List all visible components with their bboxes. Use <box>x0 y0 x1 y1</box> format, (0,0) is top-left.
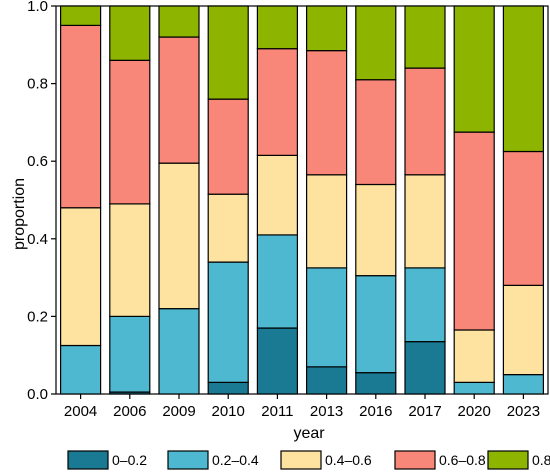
legend-label: 0.2–0.4 <box>212 452 259 468</box>
bar-2004-series-3 <box>59 207 102 347</box>
bar-2016-series-1 <box>355 372 397 395</box>
bar-2006-series-5 <box>109 5 151 61</box>
bar-2011-series-4 <box>256 48 298 156</box>
bar-2010-series-4 <box>207 98 249 195</box>
bar-2013-series-4 <box>306 50 348 176</box>
y-tick-label: 0.4 <box>27 231 48 248</box>
bar-2006-series-2 <box>109 315 151 393</box>
bar-2017-series-5 <box>404 5 446 69</box>
bar-2006-series-3 <box>109 203 151 318</box>
bar-2023-series-4 <box>502 150 544 286</box>
bar-2020-series-4 <box>453 131 495 331</box>
legend-label: 0.4–0.6 <box>325 452 372 468</box>
x-tick-label: 2011 <box>261 403 293 420</box>
bar-2020-series-3 <box>453 329 495 383</box>
y-tick-label: 0.0 <box>27 386 48 403</box>
legend-swatch <box>67 450 109 470</box>
legend-swatch <box>487 450 529 470</box>
bar-2010-series-1 <box>207 381 249 395</box>
bar-2013-series-5 <box>306 5 348 52</box>
bar-2009-series-5 <box>158 5 200 38</box>
x-tick-label: 2023 <box>507 403 540 420</box>
bar-2011-series-3 <box>256 154 298 236</box>
bar-2017-series-4 <box>404 67 446 176</box>
bar-2004-series-5 <box>59 5 102 26</box>
x-tick-label: 2016 <box>359 403 392 420</box>
y-tick-label: 1.0 <box>27 0 48 15</box>
bar-2023-series-3 <box>502 284 544 376</box>
bar-2016-series-5 <box>355 5 397 81</box>
bar-2011-series-5 <box>256 5 298 50</box>
legend-swatch <box>280 450 322 470</box>
bar-2011-series-1 <box>256 327 298 395</box>
y-axis: 0.0 0.2 0.4 0.6 0.8 1.0 <box>27 0 56 403</box>
bar-2009-series-3 <box>158 162 200 310</box>
bar-2010-series-3 <box>207 193 249 263</box>
y-tick-label: 0.6 <box>27 153 48 170</box>
bar-2010-series-5 <box>207 5 249 100</box>
bar-2013-series-3 <box>306 174 348 269</box>
bar-2004-series-2 <box>59 344 102 395</box>
bar-2009-series-2 <box>158 308 200 395</box>
plot-area <box>55 5 549 395</box>
legend-swatch <box>167 450 209 470</box>
x-tick-label: 2013 <box>310 403 343 420</box>
bar-2017-series-2 <box>404 267 446 343</box>
bar-2009-series-4 <box>158 36 200 164</box>
bar-2017-series-1 <box>404 341 446 395</box>
bar-2020-series-5 <box>453 5 495 133</box>
bar-2016-series-2 <box>355 275 397 374</box>
legend: 0–0.2 0.2–0.4 0.4–0.6 0.6–0.8 0.8–1 <box>67 450 550 470</box>
bars <box>59 5 544 395</box>
bar-2013-series-1 <box>306 366 348 395</box>
bar-2023-series-5 <box>502 5 544 153</box>
bar-2020-series-2 <box>453 381 495 395</box>
bar-2010-series-2 <box>207 261 249 383</box>
legend-swatch <box>394 450 436 470</box>
x-tick-label: 2020 <box>458 403 491 420</box>
y-tick-label: 0.2 <box>27 308 48 325</box>
x-axis: 2004 2006 2009 2010 2011 2013 2016 2017 2020 2023 <box>64 394 540 420</box>
legend-label: 0–0.2 <box>112 452 147 468</box>
x-tick-label: 2009 <box>162 403 195 420</box>
y-tick-label: 0.8 <box>27 76 48 93</box>
legend-label: 0.8–1 <box>532 452 550 468</box>
bar-2011-series-2 <box>256 234 298 329</box>
bar-2016-series-3 <box>355 183 397 277</box>
bar-2023-series-2 <box>502 374 544 395</box>
legend-label: 0.6–0.8 <box>439 452 486 468</box>
x-tick-label: 2017 <box>408 403 441 420</box>
bar-2013-series-2 <box>306 267 348 368</box>
bar-2004-series-4 <box>59 24 102 209</box>
y-axis-title: proportion <box>11 178 28 250</box>
bar-2016-series-4 <box>355 79 397 186</box>
plot-frame <box>55 5 549 395</box>
bar-2017-series-3 <box>404 174 446 269</box>
x-tick-label: 2004 <box>64 403 97 420</box>
x-tick-label: 2006 <box>113 403 146 420</box>
x-axis-title: year <box>293 425 325 442</box>
bar-2006-series-4 <box>109 59 151 205</box>
x-tick-label: 2010 <box>212 403 245 420</box>
